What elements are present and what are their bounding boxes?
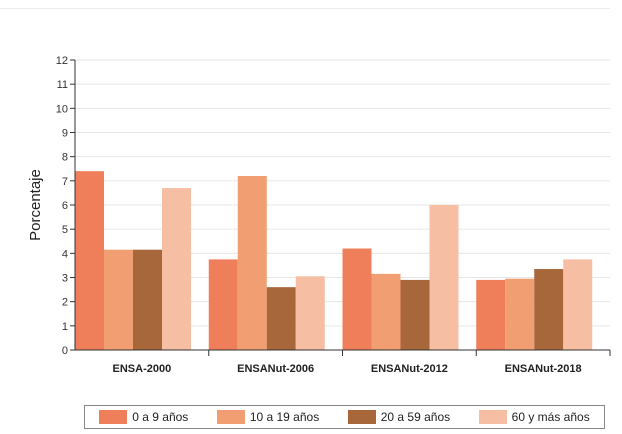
bar-3-1 <box>505 278 535 350</box>
legend-item-2: 20 a 59 años <box>347 410 451 424</box>
y-tick-label-8: 8 <box>62 152 68 164</box>
x-tick-label-1: ENSANut-2006 <box>237 363 314 375</box>
legend-swatch-1 <box>216 410 245 424</box>
x-tick-label-2: ENSANut-2012 <box>371 363 448 375</box>
bar-0-3 <box>162 188 191 350</box>
bar-0-0 <box>75 171 104 350</box>
y-tick-label-5: 5 <box>62 224 68 236</box>
y-tick-label-2: 2 <box>62 297 68 309</box>
legend-label-0: 0 a 9 años <box>132 410 189 424</box>
bar-3-0 <box>476 279 506 350</box>
legend-item-0: 0 a 9 años <box>99 410 188 424</box>
y-tick-label-3: 3 <box>62 273 68 285</box>
bar-3-2 <box>534 269 564 350</box>
legend-label-1: 10 a 19 años <box>249 410 320 424</box>
legend-item-1: 10 a 19 años <box>216 410 320 424</box>
bar-3-3 <box>563 259 593 350</box>
bar-1-1 <box>237 176 267 350</box>
top-divider <box>0 8 610 9</box>
x-tick-label-0: ENSA-2000 <box>113 363 172 375</box>
legend-swatch-2 <box>347 410 376 424</box>
bar-1-0 <box>208 259 238 350</box>
bar-1-2 <box>266 287 296 350</box>
legend-item-3: 60 y más años <box>478 410 590 424</box>
bar-0-2 <box>133 249 162 350</box>
bar-2-0 <box>342 248 372 350</box>
y-tick-label-12: 12 <box>56 55 68 67</box>
legend-swatch-0 <box>99 410 128 424</box>
axes <box>70 59 611 356</box>
y-tick-label-10: 10 <box>56 103 68 115</box>
legend-label-3: 60 y más años <box>511 410 590 424</box>
y-tick-label-6: 6 <box>62 200 68 212</box>
legend-label-2: 20 a 59 años <box>380 410 451 424</box>
bar-1-3 <box>295 276 325 350</box>
y-tick-label-7: 7 <box>62 176 68 188</box>
y-tick-label-1: 1 <box>62 321 68 333</box>
bars <box>75 171 593 350</box>
legend: 0 a 9 años 10 a 19 años 20 a 59 años 60 … <box>84 405 605 429</box>
y-axis-title: Porcentaje <box>27 169 44 241</box>
y-tick-label-4: 4 <box>62 248 68 260</box>
bar-2-1 <box>371 273 401 350</box>
y-tick-label-11: 11 <box>57 79 68 91</box>
bar-2-3 <box>429 205 459 350</box>
bar-0-1 <box>104 249 133 350</box>
legend-swatch-3 <box>478 410 507 424</box>
y-tick-label-9: 9 <box>62 128 68 140</box>
x-tick-label-3: ENSANut-2018 <box>505 363 582 375</box>
y-tick-label-0: 0 <box>62 345 68 357</box>
bar-2-2 <box>400 279 430 350</box>
